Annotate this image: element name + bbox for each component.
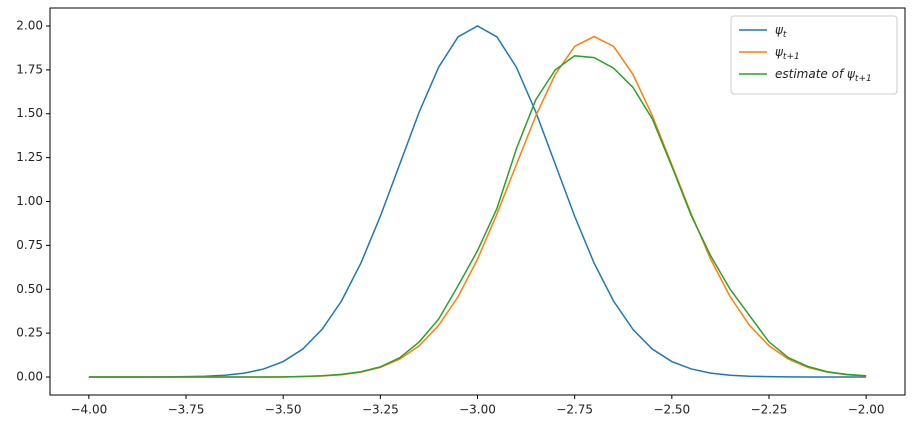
x-tick-label: −2.00 [848,403,885,417]
y-tick-label: 0.25 [16,326,43,340]
x-tick-label: −2.50 [653,403,690,417]
x-tick-label: −2.75 [556,403,593,417]
y-tick-label: 0.50 [16,282,43,296]
y-tick-label: 1.50 [16,106,43,120]
x-tick-label: −3.00 [459,403,496,417]
legend-label: estimate of ψt+1 [775,67,872,84]
y-tick-label: 1.00 [16,194,43,208]
x-tick-label: −3.50 [265,403,302,417]
y-tick-label: 0.00 [16,370,43,384]
x-tick-label: −4.00 [70,403,107,417]
series-line [88,55,867,378]
legend-box [730,15,898,95]
series-line [88,25,867,378]
x-tick-label: −3.25 [362,403,399,417]
legend-label: ψt [775,23,787,40]
x-tick-label: −3.75 [168,403,205,417]
y-tick-label: 2.00 [16,18,43,32]
y-tick-label: 1.25 [16,150,43,164]
x-tick-label: −2.25 [751,403,788,417]
legend-label: ψt+1 [775,45,800,62]
y-tick-label: 0.75 [16,238,43,252]
y-tick-label: 1.75 [16,62,43,76]
